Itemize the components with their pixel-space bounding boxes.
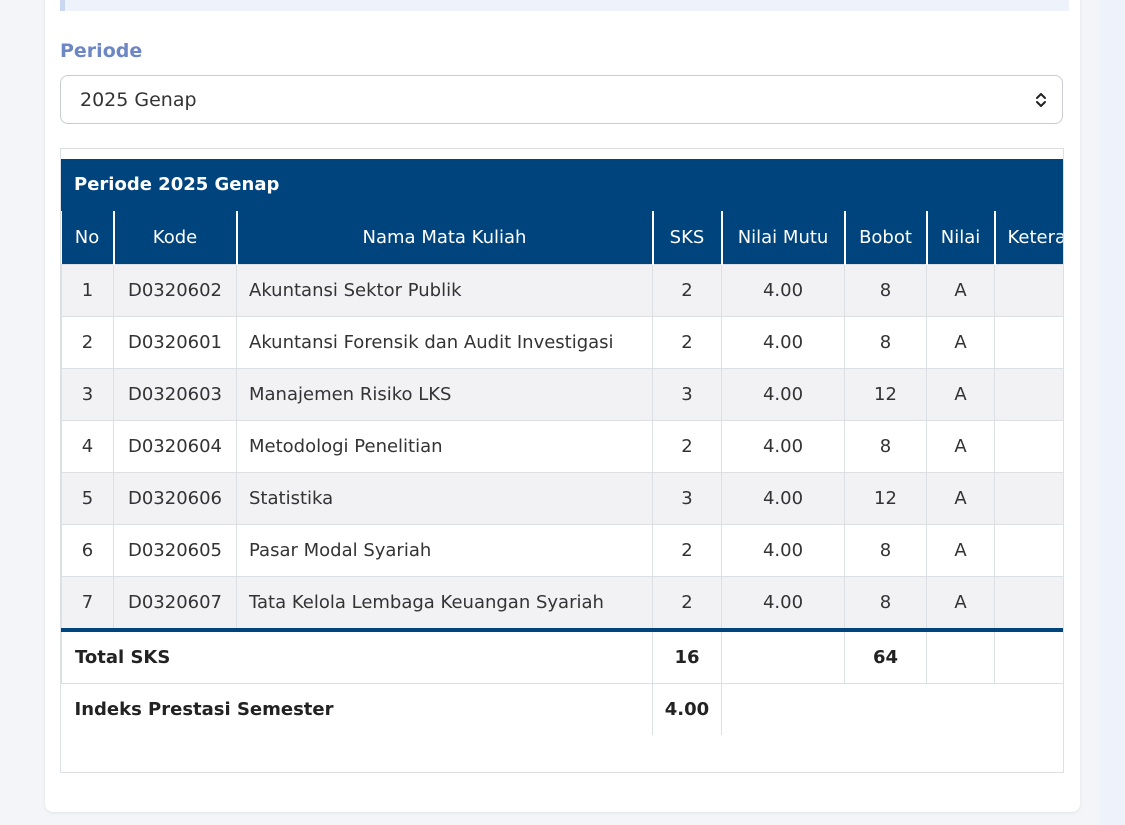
cell-no: 5	[61, 472, 114, 525]
col-header-sks: SKS	[651, 211, 722, 265]
periode-label: Periode	[60, 40, 143, 62]
cell-no: 6	[61, 524, 114, 577]
cell-nilai: A	[926, 420, 995, 473]
cell-nama: Akuntansi Forensik dan Audit Investigasi	[236, 316, 653, 369]
grades-table-container: Periode 2025 Genap No Kode Nama Mata Kul…	[60, 148, 1064, 773]
cell-kode: D0320605	[113, 524, 237, 577]
table-title: Periode 2025 Genap	[61, 159, 1063, 211]
cell-nama: Pasar Modal Syariah	[236, 524, 653, 577]
col-header-bobot: Bobot	[843, 211, 927, 265]
cell-keterangan	[994, 420, 1063, 473]
cell-nilai: A	[926, 264, 995, 317]
cell-bobot: 8	[844, 420, 927, 473]
cell-sks: 2	[652, 576, 722, 632]
cell-bobot: 8	[844, 264, 927, 317]
table-row: 2 D0320601 Akuntansi Forensik dan Audit …	[61, 316, 1063, 369]
cell-nilai-mutu: 4.00	[721, 576, 845, 632]
cell-nilai-mutu: 4.00	[721, 524, 845, 577]
cell-nama: Manajemen Risiko LKS	[236, 368, 653, 421]
table-row: 5 D0320606 Statistika 3 4.00 12 A	[61, 472, 1063, 525]
total-nilai-blank	[926, 629, 995, 684]
cell-nilai: A	[926, 316, 995, 369]
total-nilai-mutu-blank	[721, 629, 845, 684]
cell-sks: 2	[652, 264, 722, 317]
cell-nama: Tata Kelola Lembaga Keuangan Syariah	[236, 576, 653, 632]
cell-nama: Statistika	[236, 472, 653, 525]
cell-nilai-mutu: 4.00	[721, 316, 845, 369]
col-header-nama: Nama Mata Kuliah	[235, 211, 653, 265]
col-header-no: No	[61, 211, 114, 265]
col-header-kode: Kode	[112, 211, 237, 265]
cell-sks: 2	[652, 420, 722, 473]
cell-nilai: A	[926, 524, 995, 577]
cell-sks: 3	[652, 472, 722, 525]
cell-keterangan	[994, 472, 1063, 525]
ips-value: 4.00	[652, 683, 722, 735]
cell-bobot: 8	[844, 524, 927, 577]
info-box	[60, 0, 1069, 11]
col-header-nilai-mutu: Nilai Mutu	[720, 211, 845, 265]
cell-no: 4	[61, 420, 114, 473]
grades-table: No Kode Nama Mata Kuliah SKS Nilai Mutu …	[61, 211, 1063, 735]
cell-keterangan	[994, 264, 1063, 317]
cell-nama: Metodologi Penelitian	[236, 420, 653, 473]
cell-sks: 3	[652, 368, 722, 421]
periode-select-value: 2025 Genap	[80, 89, 197, 111]
table-row: 7 D0320607 Tata Kelola Lembaga Keuangan …	[61, 576, 1063, 632]
cell-nilai: A	[926, 472, 995, 525]
cell-keterangan	[994, 316, 1063, 369]
chevron-up-down-icon	[1036, 93, 1046, 107]
total-sks-value: 16	[652, 629, 722, 684]
cell-nilai-mutu: 4.00	[721, 420, 845, 473]
cell-keterangan	[994, 576, 1063, 632]
cell-kode: D0320606	[113, 472, 237, 525]
cell-sks: 2	[652, 524, 722, 577]
page-side-strip	[1100, 0, 1125, 825]
cell-sks: 2	[652, 316, 722, 369]
total-sks-row: Total SKS 16 64	[61, 629, 1063, 684]
cell-keterangan	[994, 524, 1063, 577]
cell-kode: D0320602	[113, 264, 237, 317]
total-keterangan-blank	[994, 629, 1063, 684]
table-row: 1 D0320602 Akuntansi Sektor Publik 2 4.0…	[61, 264, 1063, 317]
cell-bobot: 12	[844, 472, 927, 525]
col-header-keterangan: Keterangan	[993, 211, 1063, 265]
cell-nama: Akuntansi Sektor Publik	[236, 264, 653, 317]
cell-bobot: 12	[844, 368, 927, 421]
periode-select[interactable]: 2025 Genap	[60, 75, 1063, 124]
cell-no: 1	[61, 264, 114, 317]
cell-no: 7	[61, 576, 114, 632]
ips-row: Indeks Prestasi Semester 4.00	[61, 683, 1063, 735]
ips-blank	[721, 683, 1063, 735]
table-header-row: No Kode Nama Mata Kuliah SKS Nilai Mutu …	[61, 211, 1063, 265]
table-row: 4 D0320604 Metodologi Penelitian 2 4.00 …	[61, 420, 1063, 473]
total-bobot-value: 64	[844, 629, 927, 684]
cell-bobot: 8	[844, 316, 927, 369]
cell-no: 3	[61, 368, 114, 421]
cell-kode: D0320604	[113, 420, 237, 473]
total-sks-label: Total SKS	[61, 629, 653, 684]
cell-keterangan	[994, 368, 1063, 421]
cell-kode: D0320601	[113, 316, 237, 369]
cell-nilai: A	[926, 368, 995, 421]
cell-bobot: 8	[844, 576, 927, 632]
cell-kode: D0320607	[113, 576, 237, 632]
cell-nilai-mutu: 4.00	[721, 264, 845, 317]
cell-nilai-mutu: 4.00	[721, 368, 845, 421]
cell-no: 2	[61, 316, 114, 369]
cell-nilai-mutu: 4.00	[721, 472, 845, 525]
ips-label: Indeks Prestasi Semester	[61, 683, 653, 735]
table-row: 6 D0320605 Pasar Modal Syariah 2 4.00 8 …	[61, 524, 1063, 577]
cell-nilai: A	[926, 576, 995, 632]
cell-kode: D0320603	[113, 368, 237, 421]
table-row: 3 D0320603 Manajemen Risiko LKS 3 4.00 1…	[61, 368, 1063, 421]
col-header-nilai: Nilai	[925, 211, 995, 265]
